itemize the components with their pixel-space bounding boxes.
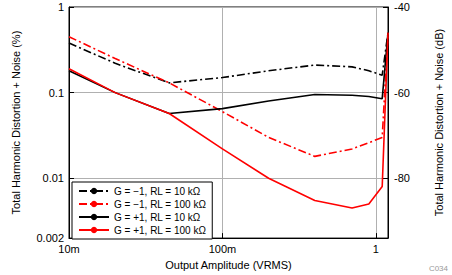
svg-text:Output Amplitude (VRMS): Output Amplitude (VRMS) — [165, 259, 292, 271]
svg-text:10m: 10m — [58, 243, 79, 255]
svg-text:1: 1 — [373, 243, 379, 255]
svg-text:-40: -40 — [394, 1, 410, 13]
svg-text:C034: C034 — [429, 264, 449, 273]
svg-text:0.002: 0.002 — [36, 232, 64, 245]
svg-text:Total Harmonic Distortion + No: Total Harmonic Distortion + Noise (%) — [10, 31, 22, 215]
svg-text:G = +1, RL = 100 kΩ: G = +1, RL = 100 kΩ — [114, 225, 206, 236]
svg-text:-80: -80 — [394, 172, 410, 184]
svg-text:0.01: 0.01 — [43, 172, 64, 184]
svg-text:1: 1 — [58, 1, 64, 13]
svg-text:100m: 100m — [209, 243, 237, 255]
svg-text:Total Harmonic Distortion + No: Total Harmonic Distortion + Noise (dB) — [433, 29, 445, 216]
svg-text:G = +1, RL = 10 kΩ: G = +1, RL = 10 kΩ — [114, 212, 201, 223]
svg-text:-60: -60 — [394, 87, 410, 99]
svg-text:G = −1, RL = 100 kΩ: G = −1, RL = 100 kΩ — [114, 199, 206, 210]
svg-text:G = −1, RL = 10 kΩ: G = −1, RL = 10 kΩ — [114, 186, 201, 197]
svg-text:0.1: 0.1 — [49, 87, 64, 99]
